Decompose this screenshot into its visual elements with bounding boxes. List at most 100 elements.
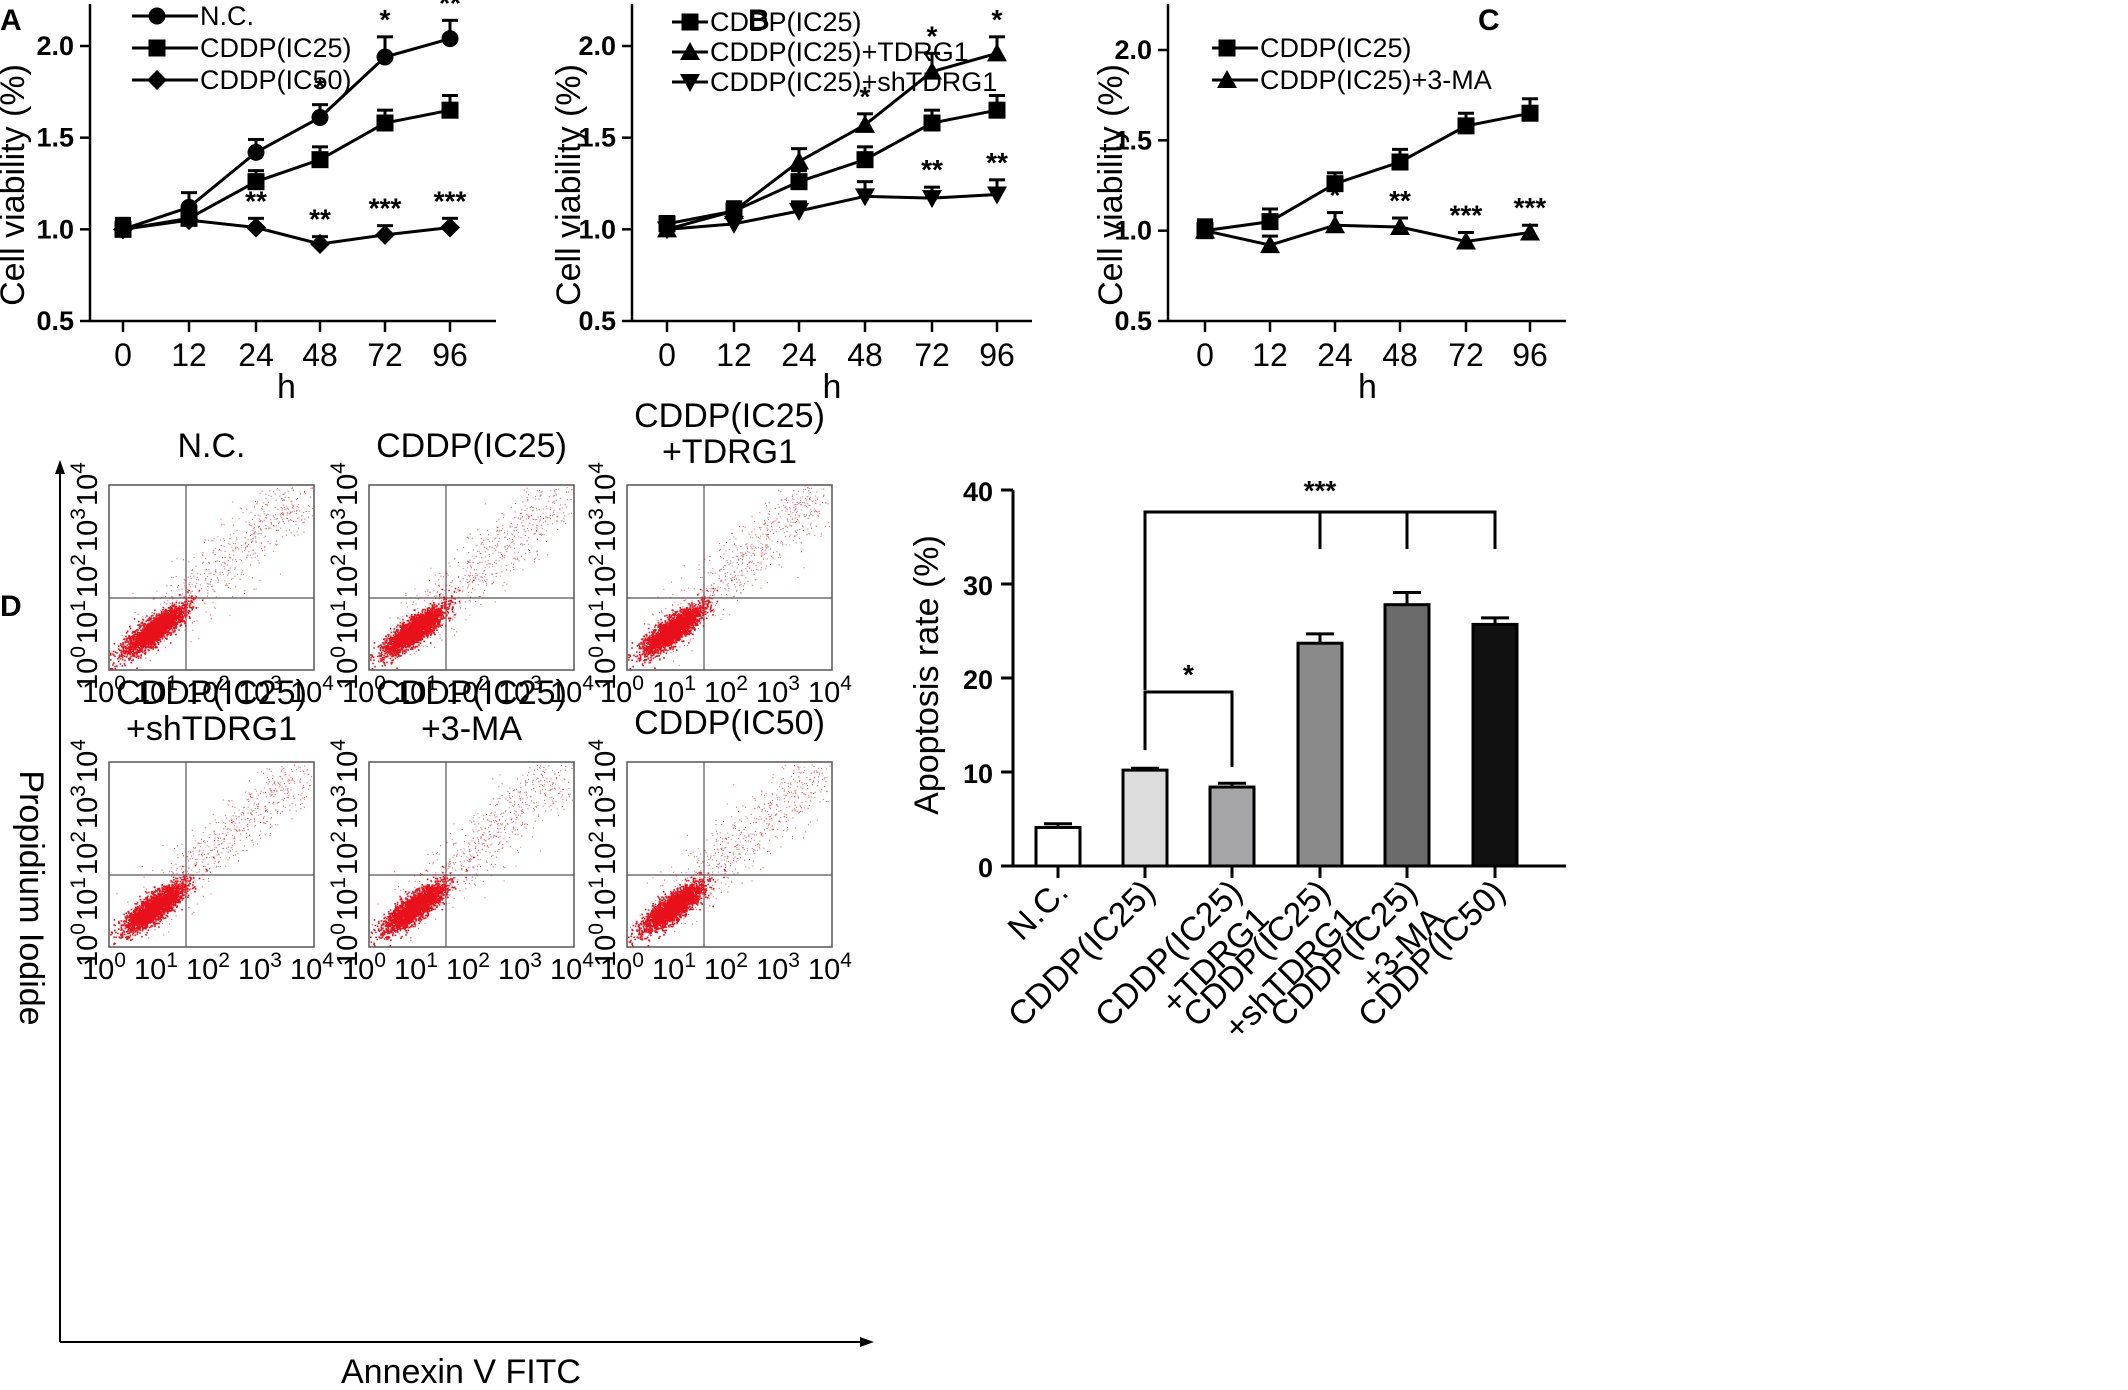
flow-ytick-label: 101 [327,600,364,644]
flow-xtick-label: 101 [134,672,178,709]
chart-a-series-1: CDDP(IC25) [114,33,459,238]
flow-xtick-label: 102 [186,949,230,986]
flow-ytick-label: 104 [327,462,364,506]
chart-b-significance: * [860,81,871,112]
chart-a-legend-label: N.C. [200,1,254,31]
flow-ytick-label: 103 [67,785,104,829]
chart-a-series-line [122,218,451,246]
chart-c-data-point [1521,104,1539,122]
chart-b-significance: * [992,4,1003,35]
chart-c-legend-label: CDDP(IC25) [1260,33,1412,63]
flow-xtick-label: 100 [600,672,644,709]
chart-a-data-point [246,217,266,238]
chart-c-series-1: * ** *** ***CDDP(IC25)+3-MA [1195,65,1546,254]
chart-a-legend-label: CDDP(IC25) [200,33,352,63]
chart-b-data-point [987,186,1007,205]
chart-c-data-point [1390,217,1410,236]
flow-ytick-label: 103 [327,785,364,829]
flow-xtick-label: 103 [238,672,282,709]
chart-b-xtick-label: 0 [658,337,676,373]
flow-xtick-label: 101 [134,949,178,986]
chart-a-data-point [311,109,329,126]
chart-a-ytick-label: 1.0 [36,214,74,244]
flow-plot-frame [626,761,833,948]
flow-xtick-label: 100 [342,672,386,709]
chart-a-data-point [179,210,199,231]
chart-c-xtick-label: 96 [1512,337,1548,373]
chart-b-xtick-label: 48 [847,337,883,373]
chart-b-series-2: ** ** **CDDP(IC25)+shTDRG1 [657,67,1008,240]
chart-c-xtick-label: 12 [1252,337,1288,373]
flow-ytick-label: 103 [585,785,622,829]
flow-xtick-label: 100 [82,672,126,709]
flow-plot-frame [108,761,315,948]
flow-xtick-label: 101 [394,949,438,986]
chart-c-legend-label: CDDP(IC25)+3-MA [1260,65,1492,95]
flow-xtick-label: 102 [186,672,230,709]
chart-a-series-line [122,37,451,231]
bar-ylabel: Apoptosis rate (%) [908,535,946,815]
flow-plot-frame [368,761,575,948]
flow-ytick-label: 102 [327,831,364,875]
bar-ytick-label: 30 [963,571,993,601]
flow-events-core [628,868,726,947]
chart-b-data-point [855,114,875,133]
flow-xtick-label: 103 [756,949,800,986]
bar [1471,622,1519,868]
chart-b-data-point [724,215,744,234]
flow-xtick-label: 103 [238,949,282,986]
chart-b-legend-label: CDDP(IC25)+TDRG1 [710,37,969,67]
chart-b-data-point [923,114,941,132]
chart-a-significance: ** [245,185,267,216]
chart-b-significance: * [860,149,871,180]
chart-a-data-point [247,173,265,191]
flow-xtick-label: 104 [550,949,594,986]
chart-b-ylabel: Cell viability (%) [550,64,588,306]
flow-xtick-label: 102 [446,672,490,709]
chart-c-data-point [1325,215,1345,234]
bar-ytick-label: 40 [963,477,993,507]
chart-c-ytick-label: 1.5 [1114,125,1152,155]
flow-plot-frame [626,484,833,671]
bar-category-label: N.C. [1001,873,1076,948]
chart-b-data-point [988,101,1006,119]
chart-b-data-point [856,151,874,169]
chart-b: 0.5 1.0 1.5 2.0 0 12 24 48 72 96 Cell viability (%… [550,4,1032,406]
chart-b-data-point [657,221,677,240]
chart-a-ytick-label: 1.5 [36,123,74,153]
chart-c-data-point [1326,175,1344,193]
flow-xtick-label: 103 [498,949,542,986]
chart-b-data-point [724,201,744,219]
chart-a-ytick-label: 2.0 [36,31,74,61]
bar [1208,785,1256,868]
flow-ytick-label: 104 [585,739,622,783]
flow-y-arrow-head [55,460,65,474]
flow-xtick-label: 104 [550,672,594,709]
flow-ytick-label: 101 [585,877,622,921]
chart-b-ytick-label: 2.0 [578,31,616,61]
chart-a-series-2: **** *** ***CDDP(IC50) [113,65,466,254]
flow-ytick-label: 103 [327,508,364,552]
flow-plot-title: +3-MA [421,710,522,748]
chart-c-xtick-label: 24 [1317,337,1353,373]
flow-xtick-label: 101 [652,949,696,986]
flow-ytick-label: 102 [585,831,622,875]
chart-c-data-point [1391,153,1409,171]
flow-events-scatter [389,487,573,659]
chart-a-xlabel: h [277,368,296,406]
flow-ylabel: Propidium Iodide [12,770,50,1025]
flow-ytick-label: 100 [585,646,622,690]
bar [1121,768,1169,868]
flow-events-core [110,856,215,946]
chart-c-data-point [1260,235,1280,254]
chart-a-legend-marker [148,39,166,57]
bar-significance-bracket [1143,690,1234,768]
chart-c-ytick-label: 0.5 [1114,306,1152,336]
flow-ytick-label: 100 [327,646,364,690]
chart-c-ytick-label: 1.0 [1114,216,1152,246]
flow-ytick-label: 104 [327,739,364,783]
flow-ytick-label: 102 [327,554,364,598]
